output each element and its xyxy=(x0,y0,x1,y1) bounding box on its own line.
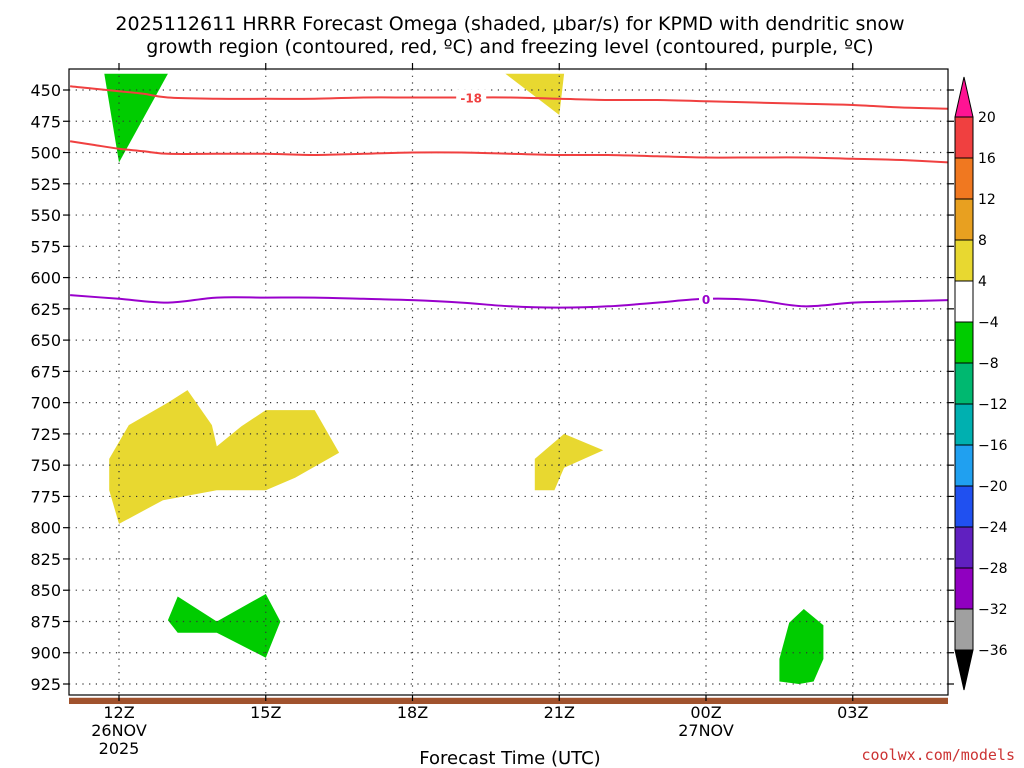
colorbar-segment xyxy=(954,362,974,405)
freezing-level-contour xyxy=(70,294,948,309)
y-tick-label: 775 xyxy=(30,487,61,506)
colorbar-tick-label: −24 xyxy=(978,520,1008,536)
colorbar-segment xyxy=(954,280,974,323)
colorbar-tick-label: 8 xyxy=(978,233,987,249)
omega-shading xyxy=(104,73,824,684)
y-tick-label: 800 xyxy=(30,519,61,538)
colorbar-tick-label: −36 xyxy=(978,643,1008,659)
y-tick-label: 925 xyxy=(30,675,61,694)
colorbar-bottom-arrow xyxy=(954,649,974,691)
colorbar-tick-label: −12 xyxy=(978,397,1008,413)
omega-region xyxy=(104,73,168,163)
colorbar-tick-label: −32 xyxy=(978,602,1008,618)
y-tick-label: 550 xyxy=(30,206,61,225)
surface-band xyxy=(69,697,948,705)
x-axis-label: Forecast Time (UTC) xyxy=(419,748,600,768)
colorbar-segment xyxy=(954,116,974,159)
omega-region xyxy=(167,594,281,658)
x-tick-label: 03Z xyxy=(837,703,868,722)
colorbar-top-arrow xyxy=(954,76,974,118)
colorbar-segment xyxy=(954,198,974,241)
omega-region xyxy=(534,433,604,491)
colorbar-tick-label: 12 xyxy=(978,192,996,208)
x-tick-label: 2025 xyxy=(99,739,140,758)
y-tick-label: 725 xyxy=(30,425,61,444)
colorbar-segment xyxy=(954,444,974,487)
y-tick-label: 750 xyxy=(30,456,61,475)
colorbar-tick-label: −8 xyxy=(978,356,999,372)
colorbar-segment xyxy=(954,526,974,569)
y-tick-label: 825 xyxy=(30,550,61,569)
omega-region xyxy=(779,609,824,684)
y-axis-ticks: 450 475 500 525 550 575 600 625 650 675 700 725 750 7… xyxy=(30,81,954,694)
omega-colorbar: 20 16 12 8 4 −4 −8 −12 −16 −20 −24 −28 −32 −36 xyxy=(954,76,1008,691)
dendritic-contour xyxy=(69,85,948,110)
y-tick-label: 875 xyxy=(30,612,61,631)
colorbar-tick-label: −4 xyxy=(978,315,999,331)
colorbar-tick-label: 4 xyxy=(978,274,987,290)
chart-title-line-1: 2025112611 HRRR Forecast Omega (shaded, … xyxy=(115,13,904,35)
y-tick-label: 700 xyxy=(30,394,61,413)
x-tick-label: 27NOV xyxy=(678,721,734,740)
x-tick-label: 26NOV xyxy=(91,721,147,740)
dendritic-contour xyxy=(69,140,948,164)
dendritic-contour-label: -18 xyxy=(460,92,482,106)
colorbar-segment xyxy=(954,321,974,364)
colorbar-tick-label: 16 xyxy=(978,151,996,167)
colorbar-segment xyxy=(954,239,974,282)
y-tick-label: 450 xyxy=(30,81,61,100)
colorbar-segment xyxy=(954,403,974,446)
surface-band-fill xyxy=(69,697,948,705)
x-tick-label: 00Z xyxy=(690,703,721,722)
omega-region xyxy=(505,73,565,115)
colorbar-tick-label: −20 xyxy=(978,479,1008,495)
y-tick-label: 500 xyxy=(30,144,61,163)
plot-frame xyxy=(68,68,949,696)
colorbar-segment xyxy=(954,157,974,200)
contour-label-bg xyxy=(456,89,487,105)
x-tick-label: 21Z xyxy=(544,703,575,722)
x-tick-label: 12Z xyxy=(103,703,134,722)
y-tick-label: 675 xyxy=(30,362,61,381)
colorbar-segment xyxy=(954,485,974,528)
y-tick-label: 625 xyxy=(30,300,61,319)
y-tick-label: 900 xyxy=(30,644,61,663)
colorbar-segment xyxy=(954,608,974,651)
colorbar-tick-label: 20 xyxy=(978,110,996,126)
grid-lines xyxy=(69,69,948,695)
y-tick-label: 650 xyxy=(30,331,61,350)
y-tick-label: 475 xyxy=(30,112,61,131)
y-tick-label: 850 xyxy=(30,581,61,600)
colorbar-tick-label: −16 xyxy=(978,438,1008,454)
colorbar-segment xyxy=(954,567,974,610)
y-tick-label: 600 xyxy=(30,269,61,288)
y-tick-label: 575 xyxy=(30,237,61,256)
x-tick-label: 15Z xyxy=(250,703,281,722)
credit-text: coolwx.com/models xyxy=(861,746,1015,764)
colorbar-tick-label: −28 xyxy=(978,561,1008,577)
freezing-level-label: 0 xyxy=(702,293,710,307)
x-tick-label: 18Z xyxy=(397,703,428,722)
chart-title-line-2: growth region (contoured, red, ºC) and f… xyxy=(146,36,873,58)
omega-region xyxy=(109,390,340,524)
contour-lines: -18 0 xyxy=(69,85,948,309)
contour-label-bg xyxy=(699,290,713,306)
y-tick-label: 525 xyxy=(30,175,61,194)
